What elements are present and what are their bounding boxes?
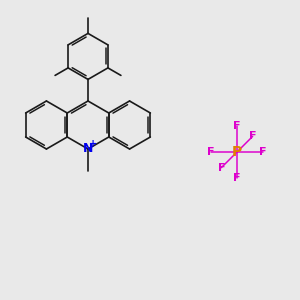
Text: F: F: [207, 147, 215, 157]
Text: +: +: [89, 139, 97, 149]
Text: N: N: [83, 142, 93, 155]
Text: F: F: [218, 163, 225, 172]
Text: F: F: [233, 121, 241, 131]
Text: F: F: [259, 147, 267, 157]
Text: P: P: [232, 145, 242, 159]
Text: F: F: [233, 173, 241, 183]
Text: F: F: [249, 131, 256, 141]
